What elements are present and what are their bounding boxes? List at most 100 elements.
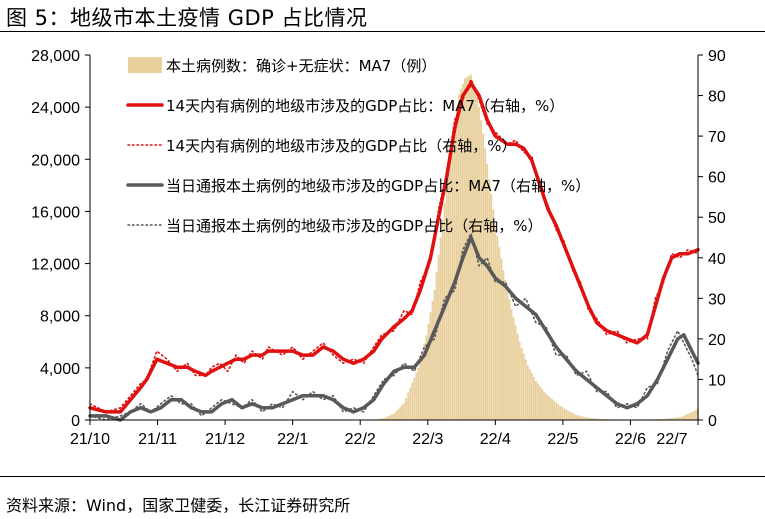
case-bar bbox=[664, 418, 667, 420]
case-bar bbox=[569, 411, 572, 420]
bars-layer bbox=[293, 74, 699, 421]
case-bar bbox=[573, 413, 576, 420]
case-bar bbox=[474, 87, 476, 420]
case-bar bbox=[680, 416, 683, 420]
left-tick-label: 4,000 bbox=[40, 361, 80, 378]
case-bar bbox=[425, 335, 428, 420]
case-bar bbox=[413, 377, 416, 420]
case-bar bbox=[494, 224, 497, 420]
case-bar bbox=[382, 418, 385, 420]
right-tick-label: 10 bbox=[708, 372, 726, 389]
case-bar bbox=[530, 373, 533, 420]
source-rule bbox=[0, 476, 765, 477]
case-bar bbox=[411, 382, 414, 420]
case-bar bbox=[660, 418, 663, 420]
case-bar bbox=[468, 75, 470, 421]
case-bar bbox=[431, 301, 434, 420]
case-bar bbox=[490, 194, 493, 420]
case-bar bbox=[684, 414, 687, 420]
case-bar bbox=[397, 409, 399, 420]
legend-swatch-bar bbox=[128, 57, 162, 73]
case-bar bbox=[593, 418, 596, 420]
case-bar bbox=[526, 365, 529, 420]
axes-layer: 0 4,000 8,000 12,000 16,000 20,000 24,000 28,00… bbox=[31, 48, 726, 448]
case-bar bbox=[435, 272, 438, 420]
case-bar bbox=[674, 417, 677, 420]
chart-svg: 0 4,000 8,000 12,000 16,000 20,000 24,000 28,00… bbox=[31, 48, 726, 448]
case-bar bbox=[482, 133, 485, 420]
case-bar bbox=[496, 235, 499, 420]
right-tick-label: 40 bbox=[708, 251, 726, 268]
case-bar bbox=[387, 416, 389, 420]
case-bar bbox=[539, 386, 541, 420]
case-bar bbox=[682, 415, 685, 420]
case-bar bbox=[429, 312, 432, 420]
case-bar bbox=[415, 372, 418, 420]
case-bar bbox=[577, 415, 580, 420]
case-bar bbox=[395, 411, 397, 420]
case-bar bbox=[553, 400, 556, 420]
case-bar bbox=[585, 417, 588, 420]
right-tick-label: 60 bbox=[708, 170, 726, 187]
left-tick-label: 28,000 bbox=[31, 48, 80, 65]
case-bar bbox=[470, 74, 472, 421]
case-bar bbox=[423, 343, 426, 420]
case-bar bbox=[498, 247, 501, 420]
x-tick-label: 22/2 bbox=[345, 431, 376, 448]
case-bar bbox=[453, 120, 456, 421]
case-bar bbox=[532, 376, 535, 420]
case-bar bbox=[512, 317, 515, 420]
case-bar bbox=[670, 418, 673, 420]
left-tick-label: 24,000 bbox=[31, 100, 80, 117]
legend-label: 14天内有病例的地级市涉及的GDP占比（右轴，%） bbox=[166, 137, 517, 155]
right-tick-label: 90 bbox=[708, 48, 726, 65]
case-bar bbox=[547, 395, 549, 420]
red-ma7-line bbox=[88, 81, 700, 414]
left-tick-label: 0 bbox=[71, 413, 80, 430]
x-tick-label: 22/7 bbox=[656, 431, 687, 448]
case-bar bbox=[549, 397, 551, 420]
case-bar bbox=[691, 411, 693, 420]
case-bar bbox=[502, 270, 505, 420]
case-bar bbox=[571, 412, 574, 420]
case-bar bbox=[443, 202, 446, 420]
case-bar bbox=[518, 341, 521, 420]
case-bar bbox=[439, 237, 442, 420]
x-tick-label: 22/4 bbox=[480, 431, 511, 448]
x-tick-label: 21/12 bbox=[205, 431, 245, 448]
case-bar bbox=[599, 418, 602, 420]
case-bar bbox=[508, 299, 511, 420]
case-bar bbox=[551, 399, 553, 420]
gray-ma7-line bbox=[88, 235, 700, 422]
right-tick-label: 50 bbox=[708, 210, 726, 227]
case-bar bbox=[591, 418, 594, 420]
x-tick-label: 22/1 bbox=[277, 431, 308, 448]
case-bar bbox=[563, 408, 566, 420]
case-bar bbox=[565, 409, 568, 420]
case-bar bbox=[559, 405, 562, 420]
case-bar bbox=[451, 133, 454, 420]
case-bar bbox=[380, 418, 383, 420]
case-bar bbox=[427, 323, 430, 420]
x-tick-label: 21/10 bbox=[70, 431, 110, 448]
case-bar bbox=[478, 107, 481, 420]
case-bar bbox=[472, 81, 474, 420]
left-tick-label: 12,000 bbox=[31, 257, 80, 274]
case-bar bbox=[662, 418, 665, 420]
x-tick-label: 21/11 bbox=[138, 431, 177, 448]
case-bar bbox=[581, 416, 584, 420]
case-bar bbox=[587, 417, 590, 420]
case-bar bbox=[407, 392, 410, 421]
case-bar bbox=[480, 120, 483, 421]
source-note: 资料来源：Wind，国家卫健委，长江证券研究所 bbox=[6, 496, 351, 515]
right-tick-label: 20 bbox=[708, 332, 726, 349]
case-bar bbox=[520, 347, 523, 420]
case-bar bbox=[384, 417, 387, 420]
lines-layer bbox=[88, 78, 700, 422]
legend-label: 当日通报本土病例的地级市涉及的GDP占比：MA7（右轴，%） bbox=[166, 177, 590, 195]
case-bar bbox=[488, 178, 491, 420]
case-bar bbox=[695, 409, 697, 420]
case-bar bbox=[676, 417, 679, 420]
case-bar bbox=[506, 289, 509, 420]
case-bar bbox=[457, 94, 460, 421]
